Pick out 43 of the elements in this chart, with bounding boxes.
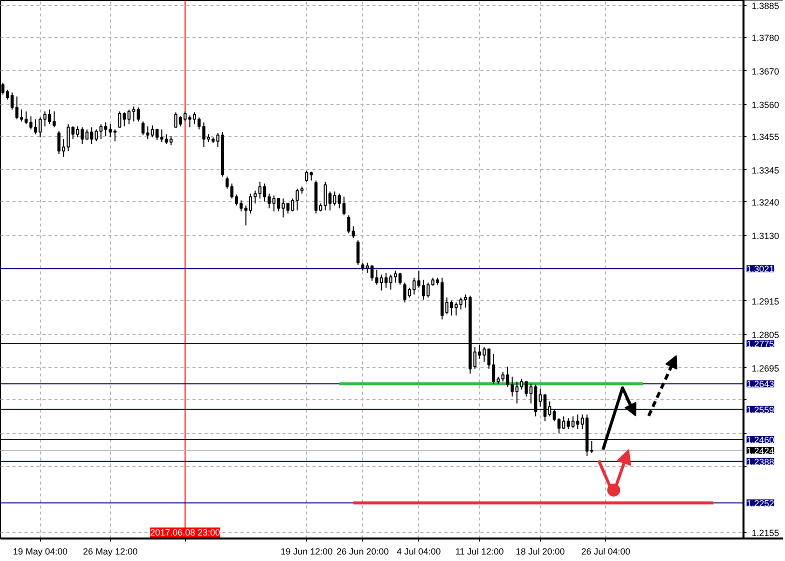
y-tick-label: 1.3130 xyxy=(752,230,780,241)
candlestick xyxy=(136,106,140,122)
ref-line-label: 1.2775 xyxy=(746,339,774,350)
candlestick xyxy=(127,109,131,125)
y-tick-label: 1.3780 xyxy=(752,32,780,43)
y-tick-label: 1.3670 xyxy=(752,66,780,76)
x-tick-label: 26 Jun 20:00 xyxy=(336,546,389,556)
x-tick-label: 19 May 04:00 xyxy=(12,546,68,556)
y-tick-label: 1.3455 xyxy=(752,132,780,142)
ref-line-label: 1.2388 xyxy=(746,456,774,467)
ref-line-label: 1.2559 xyxy=(746,404,774,415)
candlestick xyxy=(118,110,122,128)
y-tick-label: 1.2915 xyxy=(752,296,780,306)
candlestick xyxy=(571,416,575,429)
candlestick xyxy=(450,300,454,316)
y-tick-label: 1.3240 xyxy=(752,197,780,208)
x-tick-label: 18 Jul 20:00 xyxy=(516,546,565,556)
ref-line-label: 1.2460 xyxy=(746,434,774,445)
candlestick xyxy=(356,240,360,266)
candlestick xyxy=(113,128,117,142)
candlestick xyxy=(352,226,355,239)
y-tick-label: 1.3560 xyxy=(752,100,780,110)
candlestick xyxy=(240,200,243,212)
x-tick-label: 19 Jun 12:00 xyxy=(280,546,333,556)
y-tick-label: 1.2695 xyxy=(752,363,780,374)
y-tick-label: 1.2155 xyxy=(752,528,780,538)
x-tick-label: 26 Jul 04:00 xyxy=(581,546,630,556)
candlestick xyxy=(342,196,346,216)
x-tick-label: 11 Jul 12:00 xyxy=(455,546,504,556)
ref-line-label: 1.2252 xyxy=(746,498,774,508)
ref-line-label: 1.2643 xyxy=(746,379,774,390)
y-tick-label: 1.3885 xyxy=(752,0,780,11)
x-tick-label: 2017.06.08 23:00 xyxy=(150,528,220,538)
y-tick-label: 1.3345 xyxy=(752,165,780,176)
x-tick-label: 26 May 12:00 xyxy=(83,546,138,556)
candlestick xyxy=(422,279,426,300)
x-tick-label: 4 Jul 04:00 xyxy=(396,546,441,556)
candlestick xyxy=(99,124,103,140)
candlestick xyxy=(226,176,229,190)
ref-line-label: 1.2424 xyxy=(746,446,774,456)
y-tick-label: 1.2805 xyxy=(752,330,780,340)
ref-line-label: 1.3021 xyxy=(746,264,774,274)
candlestick xyxy=(347,214,350,234)
